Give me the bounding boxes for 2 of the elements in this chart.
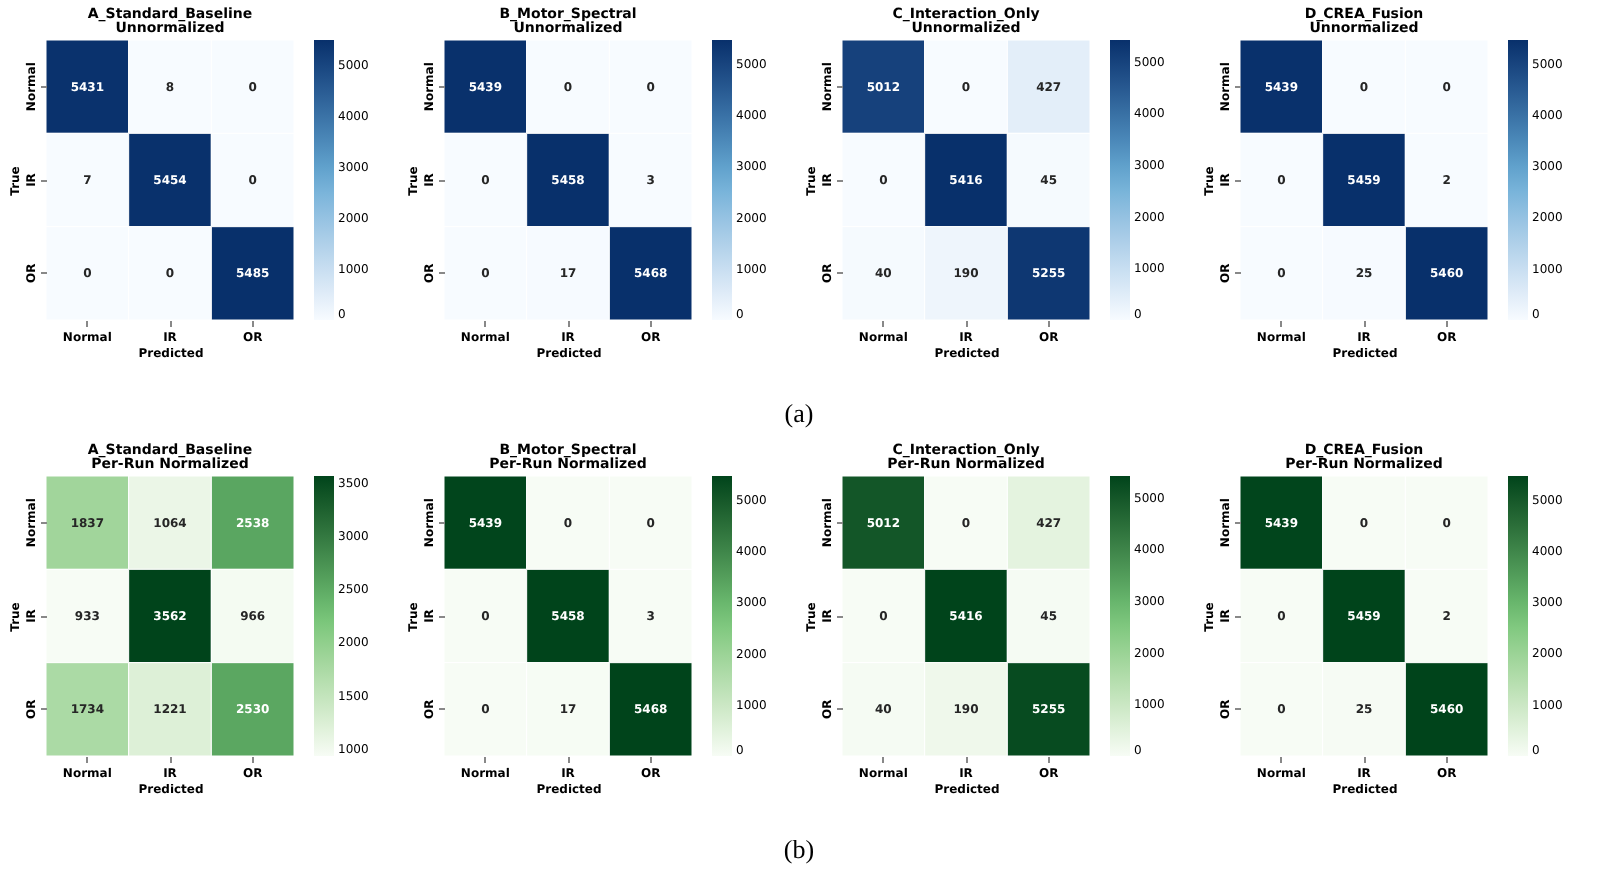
text: (a) bbox=[782, 396, 816, 432]
text: (b) bbox=[781, 832, 817, 868]
